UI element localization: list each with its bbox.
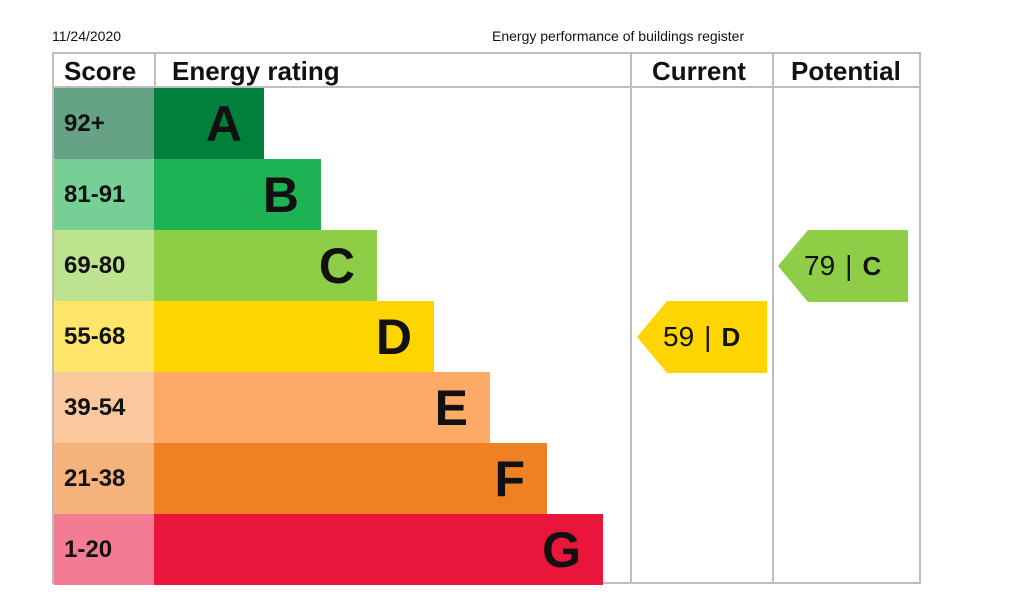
- rating-band-letter: B: [262, 167, 299, 223]
- score-range-cell: 55-68: [54, 301, 154, 372]
- energy-rating-column-header: Energy rating: [172, 56, 340, 86]
- score-range-label: 92+: [64, 109, 105, 137]
- rating-band-bar-c: C: [154, 230, 377, 301]
- rating-band-bar-a: A: [154, 88, 264, 159]
- score-range-label: 1-20: [64, 535, 113, 563]
- current-rating-arrow: [637, 301, 767, 373]
- score-range-cell: 21-38: [54, 443, 154, 514]
- score-range-cell: 39-54: [54, 372, 154, 443]
- current-column-header: Current: [652, 56, 746, 86]
- header-divider: [52, 86, 921, 88]
- column-divider: [630, 52, 632, 584]
- score-range-cell: 1-20: [54, 514, 154, 585]
- score-range-label: 39-54: [64, 393, 126, 421]
- score-range-cell: 69-80: [54, 230, 154, 301]
- score-range-label: 81-91: [64, 180, 126, 208]
- register-title: Energy performance of buildings register: [492, 28, 745, 44]
- score-range-cell: 92+: [54, 88, 154, 159]
- current-rating-value: 59: [663, 321, 695, 352]
- potential-rating-band: C: [862, 250, 882, 281]
- score-range-cell: 81-91: [54, 159, 154, 230]
- rating-band-letter: F: [494, 451, 525, 507]
- rating-band-bar-g: G: [154, 514, 603, 585]
- potential-rating-value: 79: [804, 250, 836, 281]
- current-rating-band: D: [721, 321, 741, 352]
- rating-band-bar-b: B: [154, 159, 321, 230]
- score-column-header: Score: [64, 56, 137, 86]
- potential-column-header: Potential: [791, 56, 901, 86]
- rating-band-letter: G: [542, 522, 581, 578]
- rating-band-letter: C: [318, 238, 355, 294]
- potential-rating-arrow: [778, 230, 908, 302]
- rating-band-letter: E: [434, 380, 468, 436]
- certificate-date: 11/24/2020: [52, 28, 122, 44]
- marker-separator: |: [845, 250, 853, 281]
- column-divider: [772, 52, 774, 584]
- rating-band-bar-e: E: [154, 372, 490, 443]
- rating-band-bar-d: D: [154, 301, 434, 372]
- score-range-label: 55-68: [64, 322, 126, 350]
- rating-band-letter: D: [375, 309, 412, 365]
- rating-band-letter: A: [205, 96, 242, 152]
- rating-band-bar-f: F: [154, 443, 547, 514]
- score-range-label: 21-38: [64, 464, 126, 492]
- marker-separator: |: [704, 321, 712, 352]
- score-range-label: 69-80: [64, 251, 126, 279]
